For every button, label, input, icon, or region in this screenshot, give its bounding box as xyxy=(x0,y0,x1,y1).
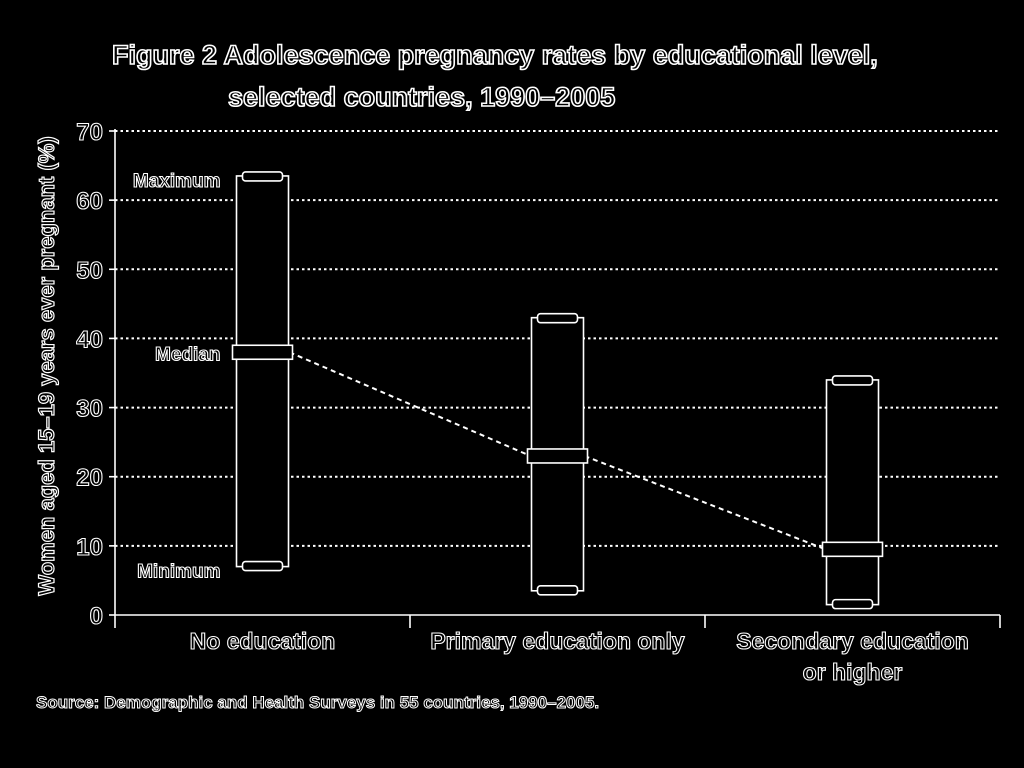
median-connector xyxy=(289,351,531,457)
annotation-minimum: Minimum xyxy=(137,562,220,583)
y-tick-label: 20 xyxy=(76,465,103,492)
y-tick-label: 40 xyxy=(76,326,103,353)
chart-title-line-2: selected countries, 1990–2005 xyxy=(227,81,616,113)
category-label: Primary education only xyxy=(430,628,685,654)
y-tick-label: 60 xyxy=(76,188,103,215)
category-label: or higher xyxy=(803,659,903,685)
y-tick-label: 0 xyxy=(90,603,103,630)
median-marker xyxy=(821,541,884,558)
y-tick-label: 70 xyxy=(76,119,103,146)
median-marker xyxy=(526,448,589,464)
median-marker xyxy=(231,344,294,361)
category-label: Secondary education xyxy=(736,628,969,654)
max-cap xyxy=(241,171,284,182)
y-tick-label: 50 xyxy=(76,257,103,284)
median-connector xyxy=(584,455,826,551)
max-cap xyxy=(831,375,874,386)
category-label: No education xyxy=(190,628,336,654)
range-bar xyxy=(825,379,880,606)
chart-title-line-1: Figure 2 Adolescence pregnancy rates by … xyxy=(111,39,878,71)
range-bar xyxy=(235,175,290,568)
y-tick-label: 30 xyxy=(76,396,103,423)
min-cap xyxy=(241,560,284,572)
annotation-maximum: Maximum xyxy=(133,171,221,192)
min-cap xyxy=(831,598,874,610)
source-note: Source: Demographic and Health Surveys i… xyxy=(35,693,600,713)
y-tick-label: 10 xyxy=(76,534,103,561)
annotation-median: Median xyxy=(155,344,220,365)
min-cap xyxy=(536,584,579,596)
max-cap xyxy=(536,312,579,324)
